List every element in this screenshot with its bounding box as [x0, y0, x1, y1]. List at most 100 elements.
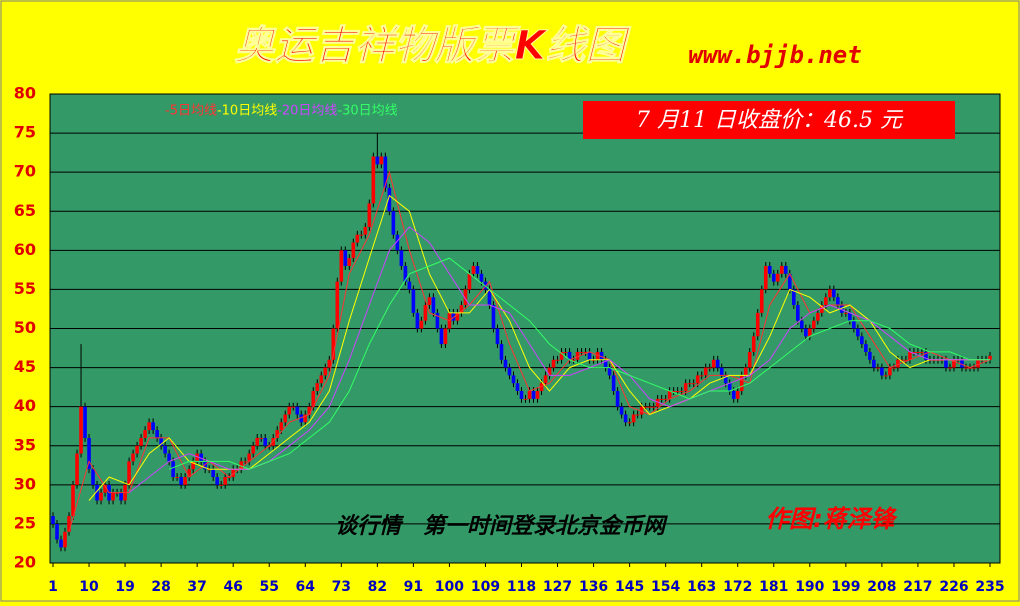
candle-body	[787, 273, 792, 290]
candle-body	[900, 359, 904, 361]
candle-body	[479, 273, 484, 282]
candle-body	[912, 351, 916, 353]
candle-body	[91, 469, 95, 485]
candle-body	[523, 398, 528, 400]
candle-body	[487, 289, 492, 306]
chart-title: 奥运吉祥物版票K线图	[235, 23, 632, 69]
candle-body	[163, 445, 167, 454]
candle-body	[876, 367, 880, 369]
candle-body	[51, 516, 55, 524]
site-url: www.bjjb.net	[688, 41, 861, 69]
candle-body	[812, 320, 816, 329]
candle-body	[683, 383, 688, 392]
candle-body	[747, 351, 752, 368]
candle-body	[972, 367, 976, 369]
candle-body	[387, 187, 392, 212]
candle-body	[195, 453, 199, 462]
candle-body	[87, 437, 91, 470]
candle-body	[199, 453, 203, 462]
candle-body	[471, 265, 476, 274]
candle-body	[699, 375, 704, 377]
candle-body	[924, 351, 928, 360]
candle-body	[83, 406, 87, 438]
candle-body	[423, 305, 428, 321]
candle-body	[475, 265, 480, 274]
candle-body	[331, 328, 336, 360]
candle-body	[519, 391, 524, 399]
candle-body	[615, 391, 620, 407]
candle-body	[719, 367, 724, 376]
candle-body	[667, 391, 672, 399]
candle-body	[808, 328, 812, 337]
candle-body	[191, 461, 195, 470]
candle-body	[467, 273, 472, 290]
x-tick-label: 118	[507, 579, 536, 595]
candle-body	[279, 422, 284, 431]
candle-body	[427, 297, 432, 306]
candle-body	[367, 203, 372, 227]
candle-body	[916, 351, 920, 353]
x-tick-label: 163	[687, 579, 716, 595]
y-tick-label: 45	[14, 357, 36, 376]
candle-body	[359, 234, 364, 236]
candle-body	[179, 477, 183, 485]
candle-body	[507, 367, 512, 376]
candle-body	[511, 375, 516, 384]
candle-body	[635, 414, 640, 416]
candle-body	[848, 312, 852, 321]
candle-body	[391, 211, 396, 235]
legend-entry: -20日均线	[277, 104, 337, 119]
candle-body	[323, 367, 328, 376]
candle-body	[459, 305, 464, 313]
candle-body	[223, 477, 227, 485]
candle-body	[671, 391, 676, 393]
candle-body	[155, 430, 159, 438]
x-tick-label: 172	[723, 579, 752, 595]
y-tick-label: 70	[14, 162, 36, 181]
candle-body	[767, 265, 772, 274]
x-tick-label: 226	[939, 579, 968, 595]
candle-body	[715, 359, 720, 368]
price-text: 7 月11 日收盘价：46.5 元	[636, 108, 904, 133]
candle-body	[868, 351, 872, 360]
candle-body	[531, 391, 536, 399]
candle-body	[864, 344, 868, 352]
candle-body	[836, 297, 840, 306]
candle-body	[828, 289, 832, 298]
candle-body	[775, 273, 780, 282]
candle-body	[111, 492, 115, 501]
candle-body	[75, 453, 79, 485]
y-tick-label: 20	[14, 553, 36, 572]
x-tick-label: 46	[223, 579, 242, 595]
candle-body	[860, 336, 864, 345]
candle-body	[856, 328, 860, 337]
candle-body	[363, 226, 368, 235]
candle-body	[95, 484, 99, 501]
candle-body	[896, 359, 900, 368]
ma-line	[168, 257, 990, 470]
candle-body	[219, 484, 223, 486]
y-tick-label: 65	[14, 201, 36, 220]
candle-body	[759, 289, 764, 313]
ma-line	[128, 226, 990, 493]
candle-body	[707, 367, 712, 369]
candle-body	[920, 351, 924, 353]
x-tick-label: 109	[471, 579, 500, 595]
y-tick-label: 30	[14, 474, 36, 493]
author: 作图:蒋泽锋	[765, 505, 898, 533]
candle-body	[619, 406, 624, 415]
candle-body	[691, 383, 696, 385]
candle-body	[639, 406, 644, 415]
candle-body	[399, 250, 404, 266]
candle-body	[291, 406, 296, 408]
candle-body	[960, 359, 964, 368]
x-tick-label: 136	[579, 579, 608, 595]
candle-body	[307, 406, 312, 415]
candle-body	[559, 351, 564, 360]
candle-body	[103, 484, 107, 493]
candle-body	[783, 265, 788, 274]
candle-body	[371, 156, 376, 204]
x-tick-label: 145	[615, 579, 644, 595]
candle-body	[55, 523, 59, 540]
candle-body	[631, 414, 636, 423]
